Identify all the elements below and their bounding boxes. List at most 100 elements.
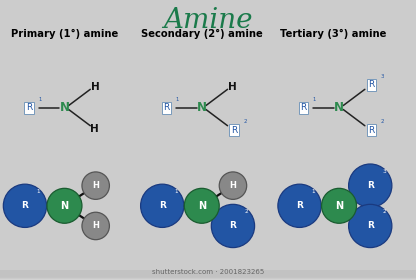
Text: R: R bbox=[231, 126, 238, 135]
Bar bbox=[0, 271, 416, 276]
Bar bbox=[0, 275, 416, 279]
Bar bbox=[0, 274, 416, 279]
Bar bbox=[0, 274, 416, 279]
Bar bbox=[0, 271, 416, 276]
Bar bbox=[0, 275, 416, 280]
Text: N: N bbox=[335, 201, 343, 211]
Bar bbox=[0, 272, 416, 277]
Bar bbox=[0, 274, 416, 279]
Bar bbox=[0, 271, 416, 276]
Ellipse shape bbox=[141, 184, 184, 227]
Bar bbox=[0, 271, 416, 276]
Bar bbox=[0, 272, 416, 276]
Bar bbox=[0, 271, 416, 276]
Text: 1: 1 bbox=[312, 189, 315, 194]
Text: 1: 1 bbox=[174, 189, 178, 194]
Bar bbox=[0, 274, 416, 278]
Bar bbox=[0, 274, 416, 279]
Bar bbox=[0, 272, 416, 277]
Bar bbox=[0, 274, 416, 279]
Bar bbox=[0, 275, 416, 279]
Ellipse shape bbox=[349, 164, 392, 207]
Bar bbox=[0, 272, 416, 276]
Bar bbox=[0, 273, 416, 278]
Text: 2: 2 bbox=[381, 119, 384, 124]
Bar bbox=[0, 271, 416, 276]
Bar bbox=[0, 272, 416, 277]
Bar bbox=[0, 271, 416, 276]
Bar bbox=[0, 275, 416, 280]
Bar bbox=[0, 275, 416, 280]
Bar bbox=[0, 274, 416, 278]
Ellipse shape bbox=[184, 188, 219, 223]
Bar bbox=[0, 271, 416, 276]
Bar bbox=[0, 272, 416, 277]
Ellipse shape bbox=[3, 184, 47, 227]
Text: H: H bbox=[92, 181, 99, 190]
Text: H: H bbox=[91, 82, 100, 92]
Bar bbox=[0, 273, 416, 278]
Bar bbox=[0, 275, 416, 280]
Text: 3: 3 bbox=[382, 169, 386, 174]
Text: R: R bbox=[163, 103, 170, 112]
Text: N: N bbox=[60, 201, 69, 211]
Bar bbox=[0, 273, 416, 277]
Bar bbox=[0, 272, 416, 277]
Text: 3: 3 bbox=[381, 74, 384, 79]
Text: R: R bbox=[159, 201, 166, 210]
Bar bbox=[0, 274, 416, 279]
Bar bbox=[0, 273, 416, 277]
Text: H: H bbox=[228, 82, 237, 92]
Bar bbox=[0, 273, 416, 278]
Bar bbox=[0, 271, 416, 276]
Ellipse shape bbox=[47, 188, 82, 223]
Bar bbox=[0, 273, 416, 278]
Bar bbox=[0, 272, 416, 277]
Ellipse shape bbox=[211, 204, 255, 248]
Bar bbox=[0, 273, 416, 277]
Text: N: N bbox=[334, 101, 344, 114]
Bar bbox=[0, 272, 416, 276]
Bar bbox=[0, 274, 416, 279]
Text: 1: 1 bbox=[176, 97, 179, 102]
Ellipse shape bbox=[278, 184, 321, 227]
Bar bbox=[0, 273, 416, 278]
Text: 1: 1 bbox=[37, 189, 40, 194]
Bar bbox=[0, 273, 416, 277]
Bar bbox=[0, 272, 416, 277]
Text: R: R bbox=[300, 103, 307, 112]
Bar bbox=[0, 275, 416, 280]
Bar bbox=[0, 272, 416, 277]
Bar bbox=[0, 274, 416, 278]
Text: Secondary (2°) amine: Secondary (2°) amine bbox=[141, 29, 262, 39]
Text: H: H bbox=[230, 181, 236, 190]
Ellipse shape bbox=[322, 188, 357, 223]
Ellipse shape bbox=[82, 172, 109, 199]
Ellipse shape bbox=[349, 204, 392, 248]
Bar bbox=[0, 274, 416, 279]
Text: N: N bbox=[198, 201, 206, 211]
Bar bbox=[0, 271, 416, 276]
Text: R: R bbox=[296, 201, 303, 210]
Text: R: R bbox=[230, 221, 236, 230]
Text: 2: 2 bbox=[243, 119, 247, 124]
Ellipse shape bbox=[82, 212, 109, 240]
Text: H: H bbox=[92, 221, 99, 230]
Text: N: N bbox=[59, 101, 69, 114]
Text: 2: 2 bbox=[245, 209, 249, 214]
Bar bbox=[0, 275, 416, 279]
Bar bbox=[0, 275, 416, 279]
Text: R: R bbox=[367, 181, 374, 190]
Text: H: H bbox=[90, 123, 99, 134]
Text: 2: 2 bbox=[382, 209, 386, 214]
Bar bbox=[0, 272, 416, 277]
Bar bbox=[0, 272, 416, 276]
Bar bbox=[0, 274, 416, 279]
Text: R: R bbox=[26, 103, 32, 112]
Text: R: R bbox=[368, 80, 375, 89]
Bar bbox=[0, 272, 416, 277]
Bar bbox=[0, 273, 416, 277]
Text: 1: 1 bbox=[313, 97, 316, 102]
Text: Tertiary (3°) amine: Tertiary (3°) amine bbox=[280, 29, 386, 39]
Text: Amine: Amine bbox=[163, 7, 253, 34]
